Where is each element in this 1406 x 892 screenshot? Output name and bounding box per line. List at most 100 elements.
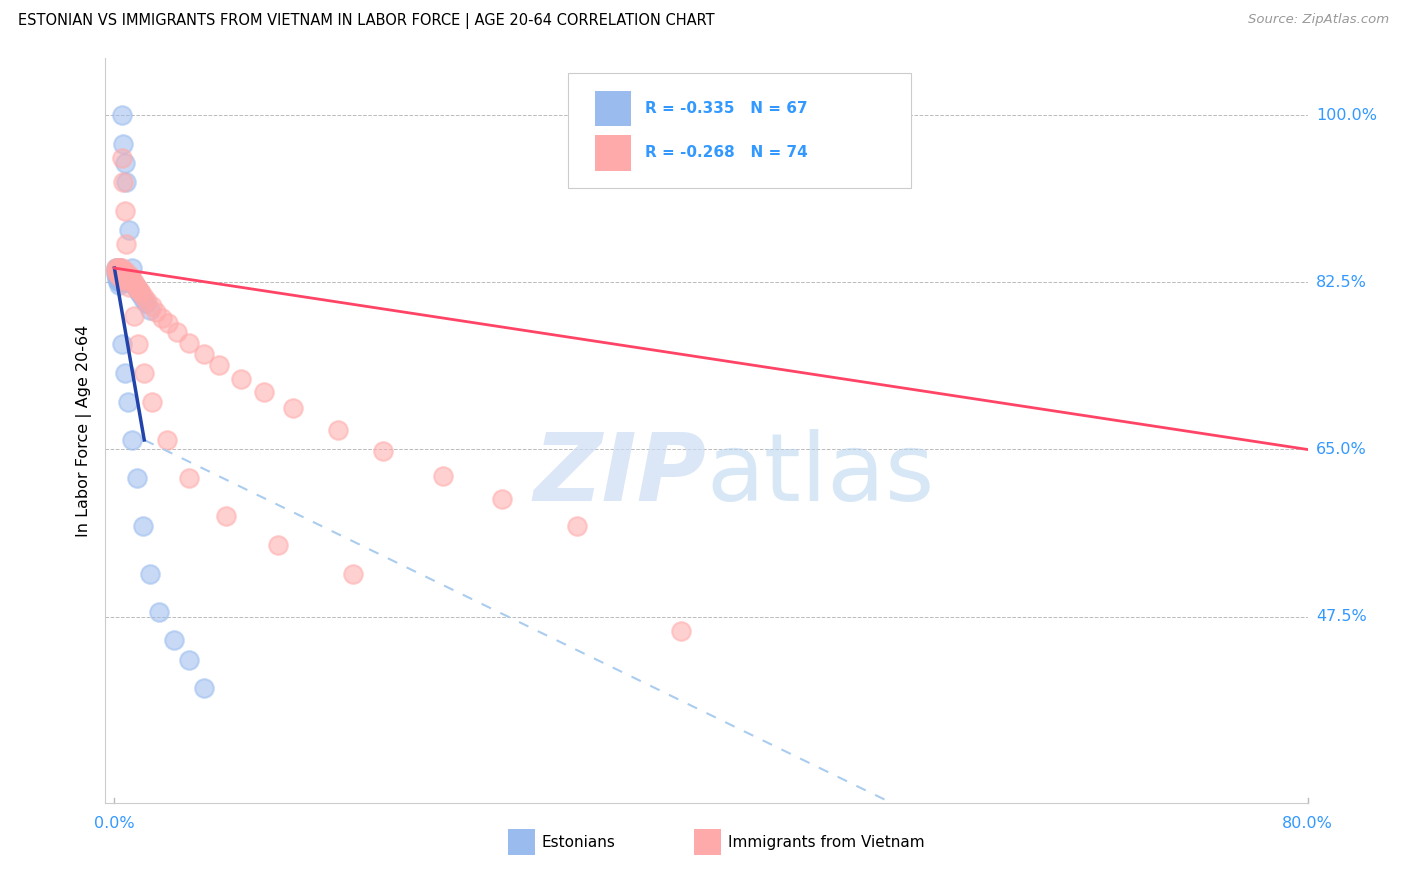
Point [565, 519, 588, 533]
Bar [595, 135, 631, 170]
Text: ESTONIAN VS IMMIGRANTS FROM VIETNAM IN LABOR FORCE | AGE 20-64 CORRELATION CHART: ESTONIAN VS IMMIGRANTS FROM VIETNAM IN L… [18, 13, 714, 29]
Point [117, 269, 139, 284]
Point [117, 267, 139, 281]
Bar [508, 829, 534, 855]
Bar [695, 829, 721, 855]
Point [104, 261, 127, 276]
Point [252, 385, 274, 400]
Point [108, 264, 131, 278]
Point [112, 264, 135, 278]
Point [208, 359, 231, 373]
Point [121, 261, 143, 276]
Point [111, 151, 134, 165]
Point [118, 269, 141, 284]
Point [115, 237, 138, 252]
Point [117, 269, 139, 284]
Text: 65.0%: 65.0% [1316, 442, 1367, 457]
Text: Source: ZipAtlas.com: Source: ZipAtlas.com [1249, 13, 1389, 27]
Text: 82.5%: 82.5% [1316, 275, 1367, 290]
Point [118, 272, 141, 286]
Point [108, 269, 131, 284]
Point [114, 267, 136, 281]
Point [104, 264, 127, 278]
Point [193, 347, 215, 361]
Text: ZIP: ZIP [534, 429, 707, 521]
Point [177, 335, 200, 350]
Point [128, 284, 150, 298]
Point [115, 269, 138, 284]
Point [155, 433, 177, 447]
Point [114, 276, 136, 290]
Point [669, 624, 692, 638]
Point [110, 269, 132, 284]
Point [108, 261, 131, 276]
Point [115, 269, 138, 284]
Point [110, 261, 132, 276]
Point [157, 317, 180, 331]
Point [177, 471, 200, 485]
Point [105, 269, 128, 284]
Text: atlas: atlas [707, 429, 935, 521]
Point [125, 280, 148, 294]
Point [115, 272, 138, 286]
Point [114, 264, 136, 278]
Point [110, 261, 132, 276]
Point [120, 269, 142, 284]
Point [108, 264, 131, 278]
Text: 100.0%: 100.0% [1316, 108, 1376, 123]
Point [110, 264, 132, 278]
Text: 80.0%: 80.0% [1282, 816, 1333, 830]
Point [127, 284, 149, 298]
Point [432, 469, 454, 483]
Text: R = -0.335   N = 67: R = -0.335 N = 67 [645, 101, 808, 116]
Point [114, 366, 136, 380]
Point [112, 264, 135, 278]
Point [111, 272, 134, 286]
Point [108, 276, 131, 290]
Point [491, 492, 513, 507]
Point [125, 471, 148, 485]
Point [231, 372, 253, 386]
Text: 47.5%: 47.5% [1316, 609, 1367, 624]
Point [112, 272, 135, 286]
Point [267, 538, 290, 552]
Point [132, 292, 155, 306]
Point [110, 272, 132, 286]
Point [108, 272, 131, 286]
Point [135, 296, 157, 310]
Point [110, 267, 132, 281]
Point [108, 267, 131, 281]
Point [111, 269, 134, 284]
Point [111, 267, 134, 281]
Point [371, 444, 394, 458]
Point [166, 325, 188, 339]
Point [105, 267, 128, 281]
Point [139, 566, 162, 581]
Point [215, 509, 238, 524]
Point [127, 337, 149, 351]
Point [105, 272, 128, 286]
FancyBboxPatch shape [568, 73, 911, 188]
Point [136, 293, 159, 308]
Point [117, 272, 139, 286]
Point [105, 264, 128, 278]
Point [283, 401, 305, 416]
Point [163, 633, 186, 648]
Point [124, 278, 146, 293]
Point [111, 264, 134, 278]
Point [118, 269, 141, 284]
Point [117, 272, 139, 286]
Point [110, 264, 132, 278]
Point [114, 156, 136, 170]
Point [111, 108, 134, 122]
Point [120, 272, 142, 286]
Point [111, 267, 134, 281]
Point [111, 269, 134, 284]
Point [134, 366, 156, 380]
Point [114, 269, 136, 284]
Point [177, 652, 200, 666]
Text: 0.0%: 0.0% [94, 816, 135, 830]
Point [122, 309, 145, 323]
Point [122, 276, 145, 290]
Point [342, 566, 364, 581]
